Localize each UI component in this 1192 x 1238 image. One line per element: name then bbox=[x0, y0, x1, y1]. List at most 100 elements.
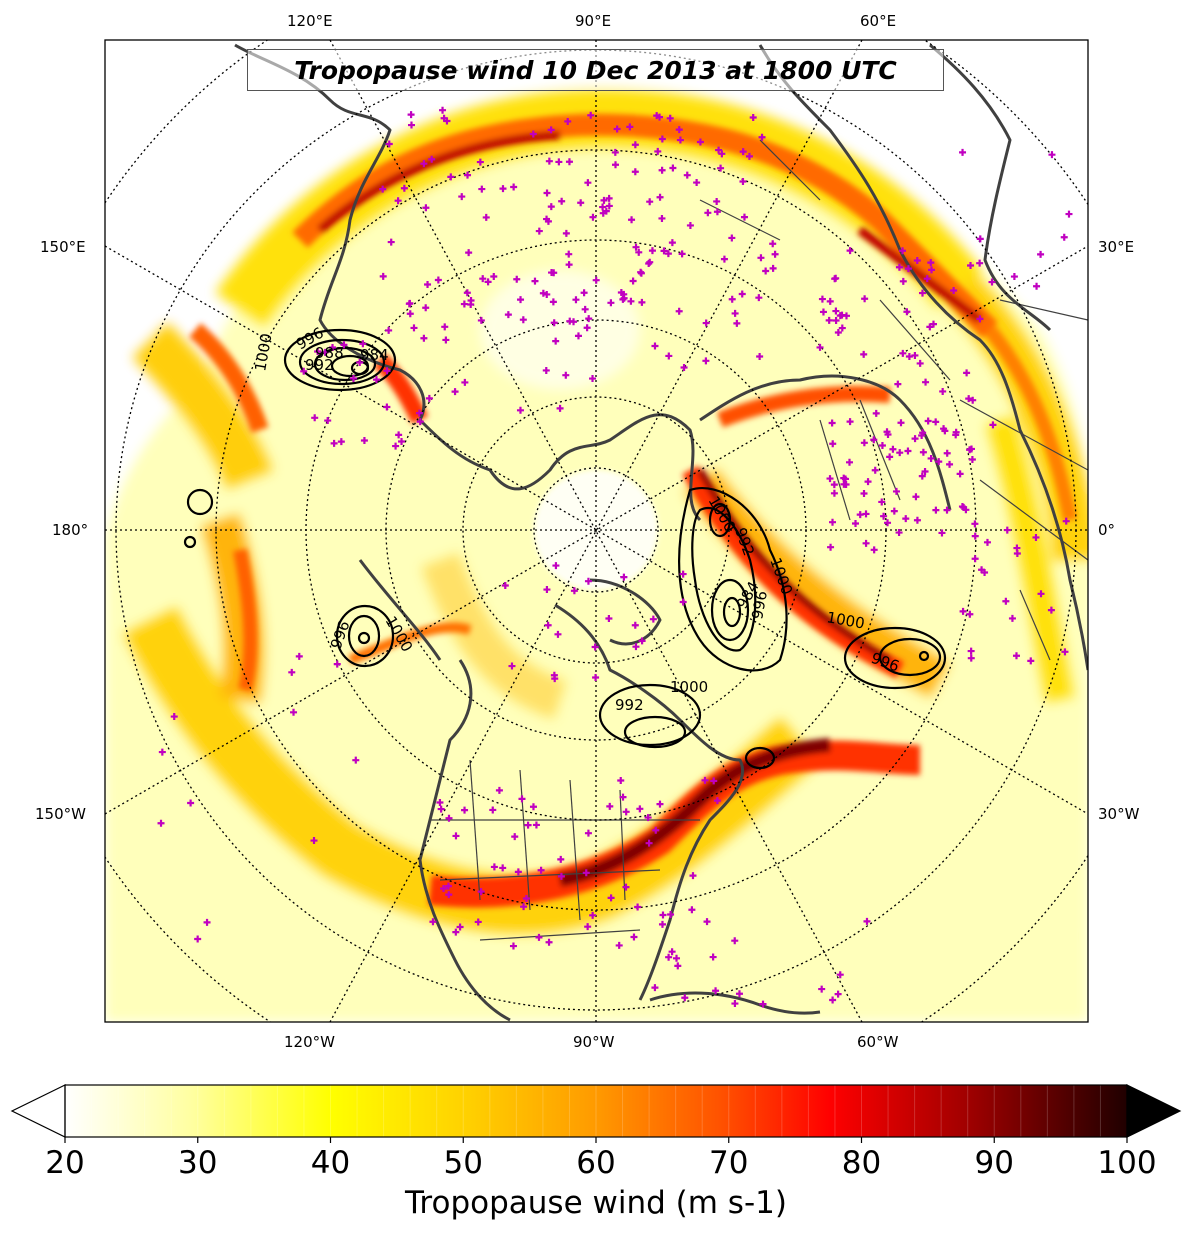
station-marker bbox=[581, 305, 589, 313]
station-marker bbox=[816, 343, 824, 351]
colorbar-tick-label: 90 bbox=[974, 1145, 1014, 1181]
station-marker bbox=[605, 615, 613, 623]
station-marker bbox=[852, 519, 860, 527]
station-marker bbox=[635, 248, 643, 256]
station-marker bbox=[861, 295, 869, 303]
station-marker bbox=[693, 179, 701, 187]
station-marker bbox=[899, 349, 907, 357]
station-marker bbox=[892, 487, 900, 495]
station-marker bbox=[476, 158, 484, 166]
station-marker bbox=[582, 869, 590, 877]
station-marker bbox=[860, 439, 868, 447]
station-marker bbox=[356, 359, 364, 367]
station-marker bbox=[592, 674, 600, 682]
station-marker bbox=[551, 675, 559, 683]
station-marker bbox=[733, 319, 741, 327]
station-marker bbox=[634, 903, 642, 911]
station-marker bbox=[679, 570, 687, 578]
map-area bbox=[105, 40, 1088, 1022]
station-marker bbox=[194, 935, 202, 943]
station-marker bbox=[1008, 614, 1016, 622]
station-marker bbox=[819, 308, 827, 316]
station-marker bbox=[713, 797, 721, 805]
station-marker bbox=[509, 942, 517, 950]
station-marker bbox=[918, 431, 926, 439]
left-label-150w: 150°W bbox=[35, 805, 86, 823]
colorbar-tick-label: 50 bbox=[443, 1145, 483, 1181]
station-marker bbox=[829, 518, 837, 526]
station-marker bbox=[517, 296, 525, 304]
station-marker bbox=[645, 839, 653, 847]
colorbar-ramp bbox=[65, 1085, 1127, 1137]
station-marker bbox=[656, 800, 664, 808]
station-marker bbox=[644, 814, 652, 822]
station-marker bbox=[607, 894, 615, 902]
left-label-150e: 150°E bbox=[40, 238, 86, 256]
station-marker bbox=[321, 348, 329, 356]
station-marker bbox=[550, 269, 558, 277]
station-marker bbox=[890, 507, 898, 515]
station-marker bbox=[924, 417, 932, 425]
pressure-contour-label: 988 bbox=[315, 344, 344, 362]
station-marker bbox=[547, 126, 555, 134]
station-marker bbox=[425, 394, 433, 402]
station-marker bbox=[704, 209, 712, 217]
station-marker bbox=[846, 458, 853, 466]
station-marker bbox=[352, 756, 360, 764]
station-marker bbox=[668, 239, 676, 247]
station-marker bbox=[558, 197, 566, 205]
station-marker bbox=[988, 278, 996, 286]
station-marker bbox=[447, 173, 455, 181]
station-marker bbox=[740, 213, 748, 221]
station-marker bbox=[543, 215, 551, 223]
station-marker bbox=[971, 520, 979, 528]
station-marker bbox=[518, 795, 526, 803]
station-marker bbox=[738, 290, 746, 298]
station-marker bbox=[976, 315, 984, 323]
station-marker bbox=[290, 708, 298, 716]
station-marker bbox=[383, 403, 391, 411]
station-marker bbox=[927, 259, 935, 267]
bottom-label-120w: 120°W bbox=[284, 1033, 335, 1051]
station-marker bbox=[529, 130, 537, 138]
station-marker bbox=[932, 418, 940, 426]
station-marker bbox=[683, 171, 691, 179]
station-marker bbox=[631, 168, 639, 176]
station-marker bbox=[552, 337, 560, 345]
station-markers bbox=[157, 106, 1073, 1008]
station-marker bbox=[1012, 652, 1020, 660]
station-marker bbox=[537, 866, 545, 874]
station-marker bbox=[897, 419, 905, 427]
station-marker bbox=[658, 214, 666, 222]
station-marker bbox=[157, 819, 165, 827]
station-marker bbox=[490, 863, 498, 871]
station-marker bbox=[420, 334, 428, 342]
station-marker bbox=[731, 309, 739, 317]
station-marker bbox=[440, 885, 448, 893]
station-marker bbox=[862, 539, 870, 547]
station-marker bbox=[1047, 606, 1055, 614]
station-marker bbox=[656, 113, 664, 121]
station-marker bbox=[762, 267, 770, 275]
station-marker bbox=[838, 324, 846, 332]
colorbar bbox=[10, 1084, 1182, 1143]
station-marker bbox=[300, 367, 308, 375]
station-marker bbox=[407, 111, 415, 119]
station-marker bbox=[665, 352, 673, 360]
station-marker bbox=[440, 114, 448, 122]
station-marker bbox=[452, 928, 460, 936]
station-marker bbox=[713, 208, 721, 216]
station-marker bbox=[477, 316, 485, 324]
station-marker bbox=[1027, 657, 1035, 665]
station-marker bbox=[406, 310, 414, 318]
station-marker bbox=[834, 990, 842, 998]
station-marker bbox=[508, 662, 516, 670]
station-marker bbox=[372, 376, 380, 384]
station-marker bbox=[1003, 526, 1011, 534]
station-marker bbox=[943, 449, 951, 457]
station-marker bbox=[482, 213, 490, 221]
station-marker bbox=[667, 910, 675, 918]
station-marker bbox=[387, 238, 395, 246]
station-marker bbox=[405, 300, 413, 308]
station-marker bbox=[605, 202, 613, 210]
